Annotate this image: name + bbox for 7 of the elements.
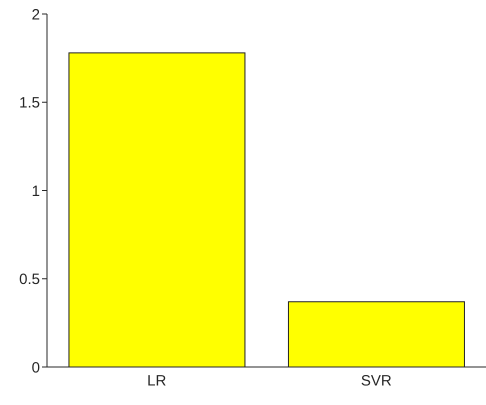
y-tick-label: 2 bbox=[32, 6, 40, 24]
y-tick-label: 1.5 bbox=[19, 94, 40, 112]
x-tick-label: LR bbox=[147, 372, 166, 390]
y-tick-label: 0 bbox=[32, 359, 40, 376]
y-tick-label: 1 bbox=[32, 182, 40, 200]
y-tick-label: 0.5 bbox=[19, 271, 40, 288]
x-tick-label: SVR bbox=[360, 372, 392, 390]
